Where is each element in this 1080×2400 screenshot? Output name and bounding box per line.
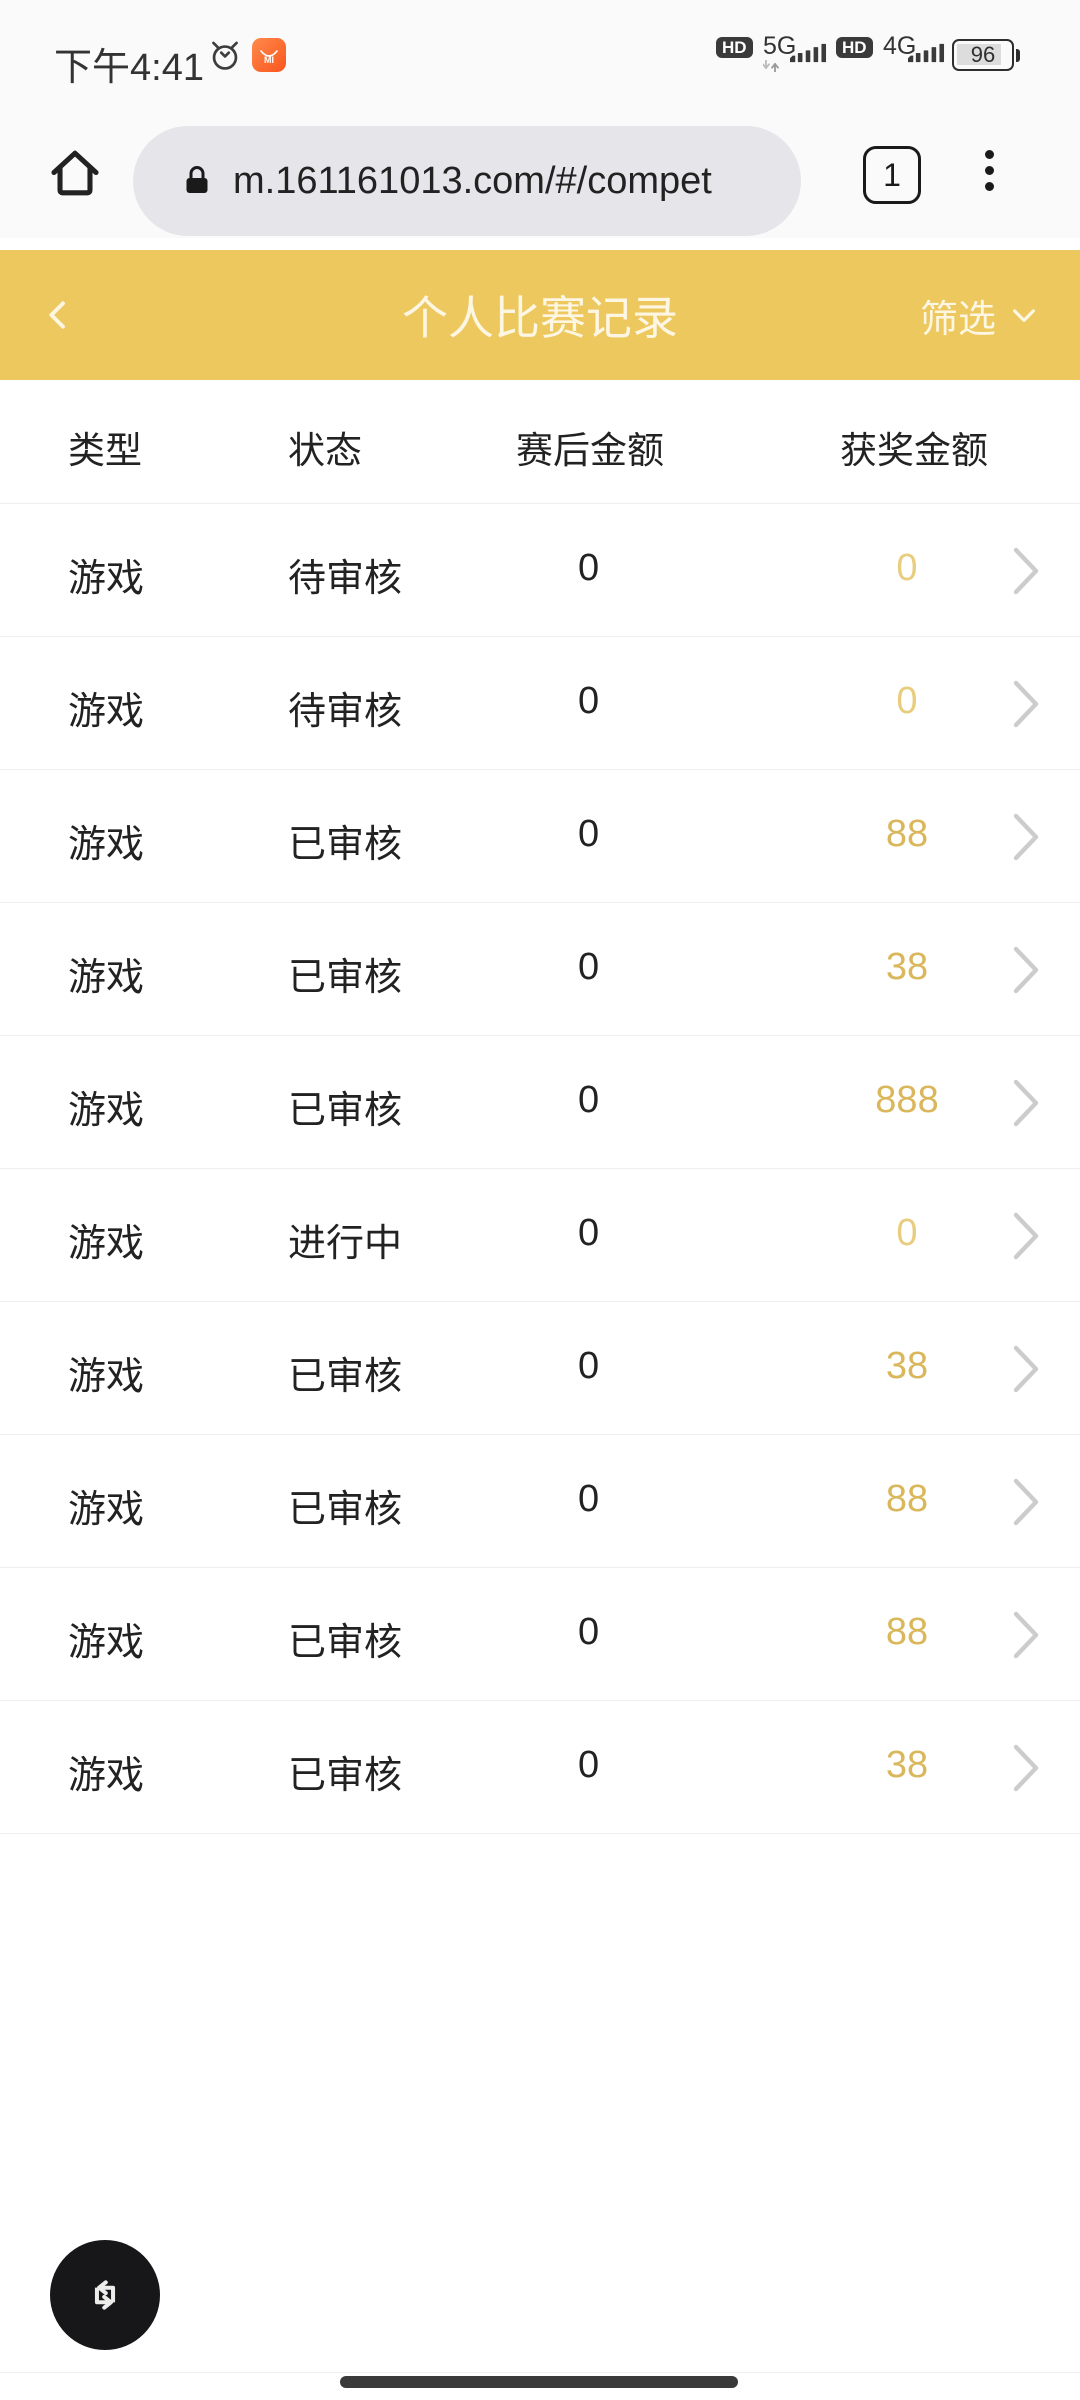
svg-text:MI: MI	[264, 55, 274, 65]
